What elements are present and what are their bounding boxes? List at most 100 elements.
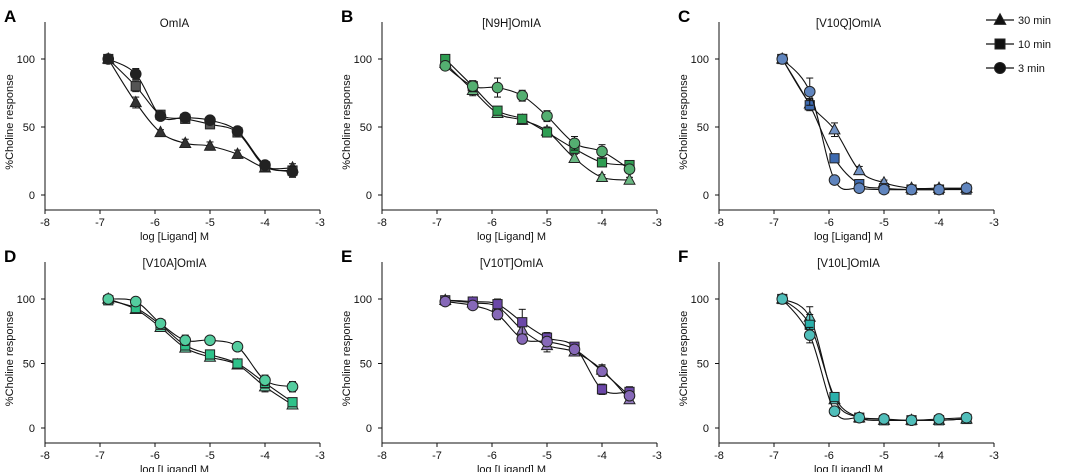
y-tick-label: 100 xyxy=(691,54,709,66)
data-point xyxy=(568,151,581,163)
data-point xyxy=(541,127,553,138)
data-point xyxy=(853,411,866,424)
series-10-min xyxy=(777,53,972,195)
data-point xyxy=(828,122,841,135)
panel-letter: E xyxy=(341,247,352,266)
data-point xyxy=(129,95,143,108)
data-point xyxy=(102,293,115,305)
y-axis-title: %Choline response xyxy=(678,74,690,169)
x-tick-label: -6 xyxy=(487,217,497,229)
x-tick-label: -3 xyxy=(652,217,662,229)
series-30-min xyxy=(775,51,973,193)
data-point xyxy=(829,391,840,403)
x-axis-title: log [Ligand] M xyxy=(477,464,546,472)
data-point xyxy=(439,60,452,72)
panel-title: [V10L]OmIA xyxy=(817,258,880,270)
data-point xyxy=(596,157,608,168)
legend: 30 min 10 min 3 min xyxy=(986,12,1051,75)
data-point xyxy=(466,299,479,312)
x-tick-label: -3 xyxy=(315,450,325,462)
panel-title: [V10T]OmIA xyxy=(480,258,544,270)
data-point xyxy=(154,317,167,330)
x-tick-label: -6 xyxy=(487,450,497,462)
data-point xyxy=(287,397,298,408)
y-tick-label: 100 xyxy=(17,294,35,306)
y-tick-label: 0 xyxy=(29,190,35,202)
x-tick-label: -8 xyxy=(714,450,724,462)
data-point xyxy=(517,317,528,328)
data-point xyxy=(623,163,636,175)
y-tick-label: 100 xyxy=(17,54,35,66)
x-tick-label: -8 xyxy=(40,217,50,229)
data-point xyxy=(623,173,636,185)
data-point xyxy=(178,136,192,148)
data-point xyxy=(933,413,945,425)
x-axis-title: log [Ligand] M xyxy=(814,231,883,243)
data-point xyxy=(853,182,866,194)
y-tick-label: 50 xyxy=(360,122,372,134)
data-point xyxy=(204,349,216,360)
x-tick-label: -3 xyxy=(989,450,999,462)
legend-label: 30 min xyxy=(1018,15,1051,27)
panel-title: [V10A]OmIA xyxy=(143,258,207,270)
data-point xyxy=(516,89,529,102)
data-point xyxy=(517,113,528,124)
y-tick-label: 50 xyxy=(23,359,35,371)
panel-letter: A xyxy=(4,7,16,26)
legend-label: 3 min xyxy=(1018,63,1045,75)
chart-panel-e: E [V10T]OmIA 0 50 100 -8 -7 -6 -5 -4 -3 log [Ligand… xyxy=(341,247,662,472)
data-point xyxy=(232,358,243,369)
panel-letter: C xyxy=(678,7,690,26)
x-tick-label: -7 xyxy=(432,450,442,462)
data-point xyxy=(130,81,141,92)
data-point xyxy=(595,170,609,182)
data-point xyxy=(803,85,816,98)
x-tick-label: -4 xyxy=(597,450,607,462)
data-point xyxy=(204,334,216,347)
x-tick-label: -3 xyxy=(315,217,325,229)
series-3-min xyxy=(439,60,636,175)
x-tick-label: -4 xyxy=(260,217,270,229)
data-point xyxy=(154,110,167,122)
x-tick-label: -4 xyxy=(597,217,607,229)
data-point xyxy=(905,183,918,196)
legend-square-marker xyxy=(994,38,1006,50)
data-point xyxy=(102,53,115,65)
x-tick-label: -7 xyxy=(95,450,105,462)
x-tick-label: -4 xyxy=(934,217,944,229)
series-3-min xyxy=(776,293,973,427)
panel-title: [N9H]OmIA xyxy=(482,18,541,30)
x-tick-label: -6 xyxy=(824,217,834,229)
data-point xyxy=(852,163,866,176)
data-point xyxy=(286,166,299,178)
x-axis-title: log [Ligand] M xyxy=(140,464,209,472)
data-point xyxy=(828,174,841,186)
x-tick-label: -4 xyxy=(260,450,270,462)
x-tick-label: -7 xyxy=(95,217,105,229)
x-tick-label: -3 xyxy=(652,450,662,462)
data-point xyxy=(516,333,529,345)
x-tick-label: -5 xyxy=(205,217,215,229)
panel-title: OmIA xyxy=(160,18,190,30)
data-point xyxy=(596,365,608,378)
panel-letter: F xyxy=(678,247,688,266)
data-point xyxy=(596,145,608,158)
data-point xyxy=(829,153,840,164)
y-tick-label: 50 xyxy=(697,359,709,371)
chart-panel-f: F [V10L]OmIA 0 50 100 -8 -7 -6 -5 -4 -3 log [Ligand… xyxy=(678,247,999,472)
data-point xyxy=(905,414,918,427)
chart-panel-c: C [V10Q]OmIA 0 50 100 -8 -7 -6 -5 -4 -3 log [Ligand… xyxy=(678,7,999,243)
x-tick-label: -5 xyxy=(879,217,889,229)
data-point xyxy=(259,374,271,387)
data-point xyxy=(878,183,890,196)
chart-panel-a: A OmIA 0 50 100 -8 -7 -6 -5 -4 -3 log [Ligand] M %Ch… xyxy=(4,7,325,243)
x-tick-label: -5 xyxy=(879,450,889,462)
data-point xyxy=(541,335,553,348)
data-point xyxy=(179,111,192,124)
data-point xyxy=(204,114,216,126)
x-tick-label: -6 xyxy=(150,450,160,462)
data-point xyxy=(203,139,217,151)
data-point xyxy=(568,343,581,356)
